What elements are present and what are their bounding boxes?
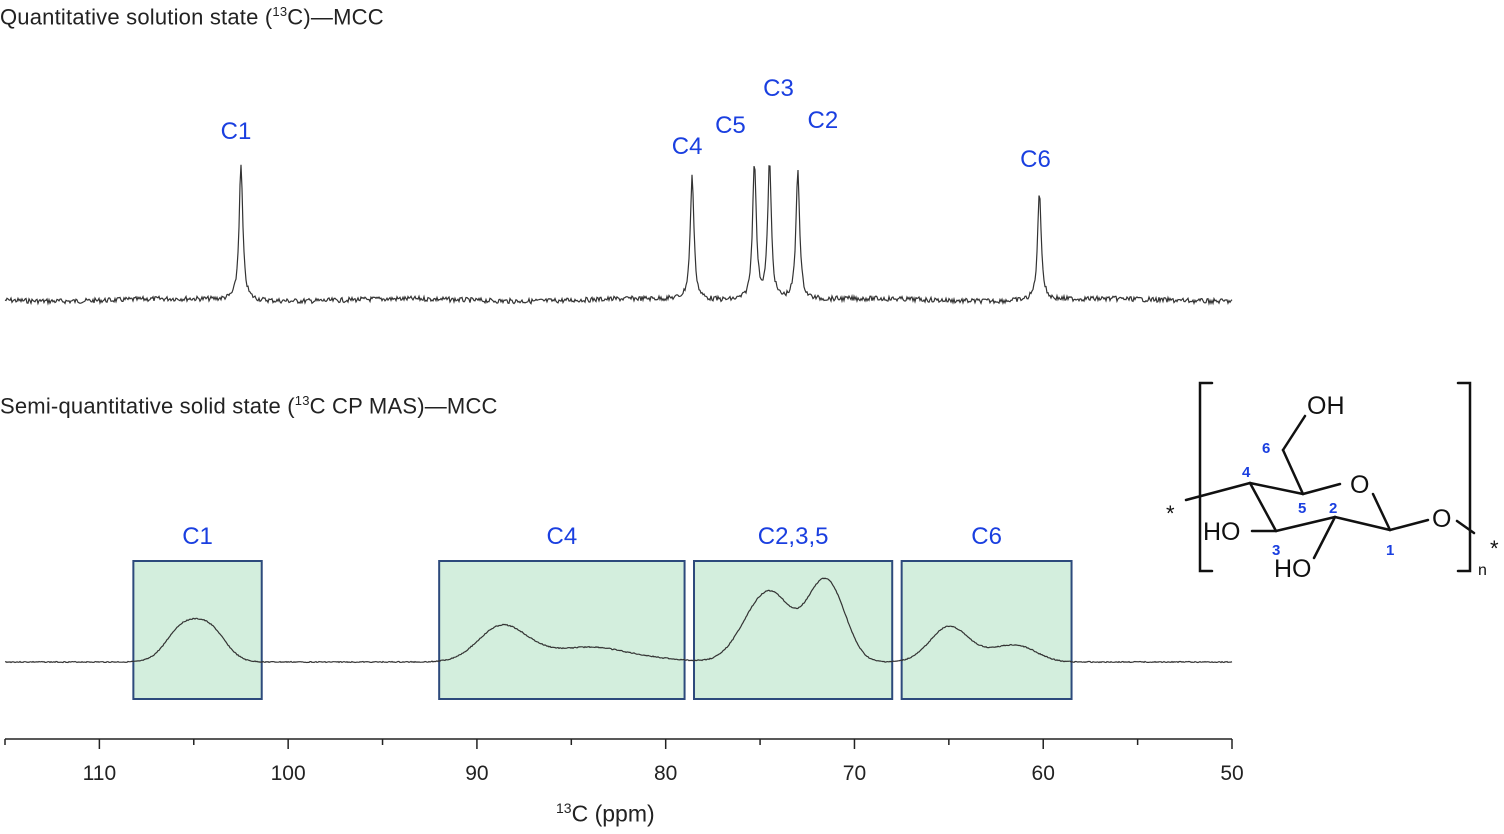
region-box xyxy=(900,560,1073,700)
solution-state-spectrum-line xyxy=(4,164,1233,306)
x-tick-label: 110 xyxy=(83,762,116,785)
x-axis-ticks: 110 100 90 80 70 60 50 xyxy=(4,739,1244,785)
peak-label: C1 xyxy=(221,118,252,145)
structure-atom-labels: OH O O HO HO * * n xyxy=(1166,392,1499,583)
region-box xyxy=(693,560,894,700)
carbon-number-1: 1 xyxy=(1386,542,1394,559)
peak-labels: C1 C4 C5 C3 C2 C6 xyxy=(221,75,1051,173)
repeat-subscript-n: n xyxy=(1478,562,1487,579)
region-label: C4 xyxy=(547,523,578,550)
linking-oxygen-label: O xyxy=(1432,505,1451,533)
region-box xyxy=(132,560,263,700)
peak-label: C2 xyxy=(807,107,838,134)
carbon-number-3: 3 xyxy=(1272,542,1280,559)
x-tick-label: 70 xyxy=(843,762,866,785)
region-box xyxy=(438,560,686,700)
solid-state-region-boxes: C1 C4 C2,3,5 C6 xyxy=(132,523,1073,700)
carbon-number-4: 4 xyxy=(1242,464,1251,481)
x-tick-label: 90 xyxy=(465,762,488,785)
ho-c2-label: HO xyxy=(1274,555,1312,583)
peak-label: C4 xyxy=(672,133,703,160)
region-label: C1 xyxy=(182,523,213,550)
solid-state-spectrum-line xyxy=(4,577,1233,664)
oh-top-label: OH xyxy=(1307,392,1345,420)
ring-oxygen-label: O xyxy=(1350,471,1369,499)
right-star-label: * xyxy=(1490,536,1499,561)
top-panel-title: Quantitative solution state (13C)—MCC xyxy=(0,4,384,30)
region-label: C6 xyxy=(971,523,1002,550)
x-tick-label: 50 xyxy=(1220,762,1243,785)
carbon-number-labels: 1 2 3 4 5 6 xyxy=(1242,440,1394,559)
left-star-label: * xyxy=(1166,501,1175,526)
ho-c3-label: HO xyxy=(1203,518,1241,546)
region-label: C2,3,5 xyxy=(758,523,829,550)
structure-bonds xyxy=(1184,381,1476,573)
x-tick-label: 60 xyxy=(1032,762,1055,785)
x-axis-title: 13C (ppm) xyxy=(556,800,655,827)
peak-label: C6 xyxy=(1020,146,1051,173)
carbon-number-6: 6 xyxy=(1262,440,1270,457)
bottom-panel-title: Semi-quantitative solid state (13C CP MA… xyxy=(0,393,498,419)
x-tick-label: 80 xyxy=(654,762,677,785)
carbon-number-2: 2 xyxy=(1329,500,1337,517)
carbon-number-5: 5 xyxy=(1298,500,1306,517)
peak-label: C5 xyxy=(715,112,746,139)
peak-label: C3 xyxy=(763,75,794,102)
x-tick-label: 100 xyxy=(271,762,306,785)
